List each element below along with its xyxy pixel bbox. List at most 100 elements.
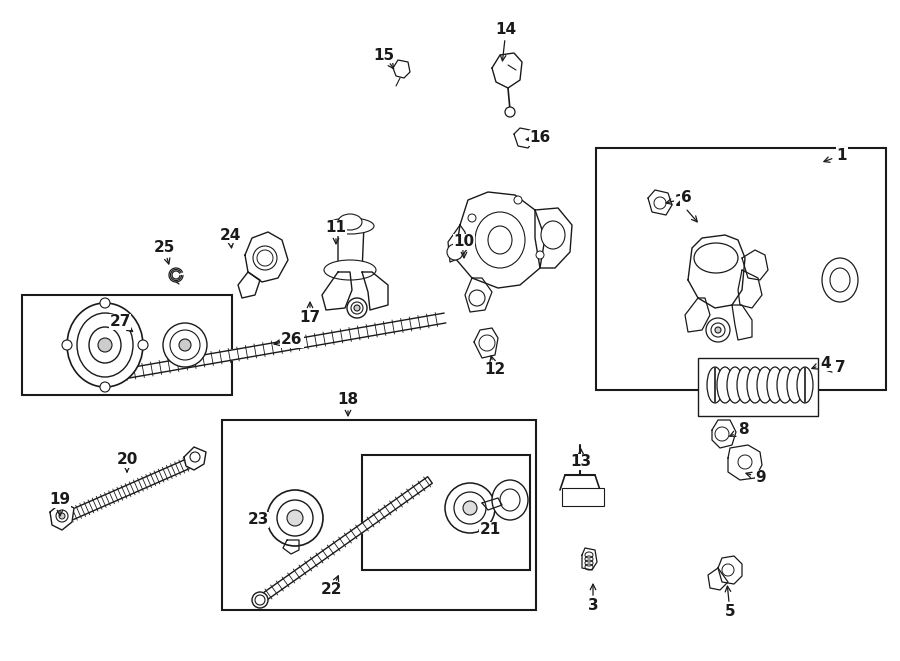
Polygon shape [99,313,446,383]
Ellipse shape [253,246,277,270]
Text: 9: 9 [756,471,766,485]
Ellipse shape [170,330,200,360]
Text: 3: 3 [588,598,598,613]
Polygon shape [322,272,352,310]
Polygon shape [362,272,388,310]
Ellipse shape [179,339,191,351]
Ellipse shape [324,260,376,280]
Ellipse shape [100,382,110,392]
Ellipse shape [514,196,522,204]
Ellipse shape [252,592,268,608]
Ellipse shape [469,290,485,306]
Polygon shape [648,190,672,215]
Ellipse shape [89,327,121,363]
Polygon shape [50,502,74,530]
Polygon shape [708,568,728,590]
Ellipse shape [468,214,476,222]
Polygon shape [732,305,752,340]
Ellipse shape [100,298,110,308]
Ellipse shape [267,490,323,546]
Ellipse shape [737,367,753,403]
Ellipse shape [830,268,850,292]
Text: 1: 1 [837,147,847,163]
Polygon shape [728,445,762,480]
Ellipse shape [347,298,367,318]
Ellipse shape [747,367,763,403]
Polygon shape [238,272,260,298]
Polygon shape [685,298,710,332]
Ellipse shape [787,367,803,403]
Ellipse shape [711,323,725,337]
Ellipse shape [505,107,515,117]
Polygon shape [184,447,206,470]
Polygon shape [455,192,545,288]
Text: 16: 16 [529,130,551,145]
Ellipse shape [351,302,363,314]
Ellipse shape [757,367,773,403]
Polygon shape [283,540,299,554]
Ellipse shape [715,327,721,333]
Ellipse shape [475,212,525,268]
Text: 24: 24 [220,227,240,243]
Ellipse shape [447,244,463,260]
Ellipse shape [56,510,68,522]
Ellipse shape [354,305,360,311]
Ellipse shape [797,367,813,403]
Bar [362,455,530,570]
Ellipse shape [500,489,520,511]
Text: 20: 20 [116,453,138,467]
Ellipse shape [777,367,793,403]
Polygon shape [742,250,768,280]
Ellipse shape [694,243,738,273]
Ellipse shape [727,367,743,403]
Polygon shape [514,128,534,148]
Ellipse shape [492,480,528,520]
Text: 21: 21 [480,522,500,537]
Ellipse shape [454,492,486,524]
Ellipse shape [287,510,303,526]
Polygon shape [582,548,597,570]
Ellipse shape [163,323,207,367]
Text: 8: 8 [738,422,748,438]
Polygon shape [448,225,468,262]
Ellipse shape [822,258,858,302]
Polygon shape [482,498,502,510]
Bar [596,148,886,390]
Polygon shape [465,278,492,312]
Ellipse shape [97,375,103,381]
Text: 12: 12 [484,362,506,377]
Text: 23: 23 [248,512,269,527]
Ellipse shape [338,214,362,230]
Ellipse shape [67,303,143,387]
Text: 14: 14 [495,22,517,38]
Text: 18: 18 [338,393,358,407]
Ellipse shape [190,452,200,462]
Polygon shape [718,556,742,584]
Text: 25: 25 [153,241,175,256]
Text: 17: 17 [300,311,320,325]
Polygon shape [712,420,736,448]
Text: 15: 15 [374,48,394,63]
Ellipse shape [277,500,313,536]
Polygon shape [738,270,762,308]
Polygon shape [338,225,364,272]
Ellipse shape [255,595,265,605]
Ellipse shape [326,218,374,234]
Ellipse shape [138,340,148,350]
Bar [22,295,232,395]
Ellipse shape [77,313,133,377]
Ellipse shape [98,338,112,352]
Text: 6: 6 [680,190,691,206]
Bar [222,420,536,610]
Polygon shape [245,232,288,282]
Text: 22: 22 [321,582,343,598]
Text: 4: 4 [821,356,832,371]
Bar [562,488,604,506]
Text: 7: 7 [834,360,845,375]
Text: 27: 27 [109,315,130,329]
Bar [698,358,818,416]
Text: 10: 10 [454,235,474,249]
Ellipse shape [536,251,544,259]
Text: 11: 11 [326,221,346,235]
Text: 2: 2 [675,194,686,210]
